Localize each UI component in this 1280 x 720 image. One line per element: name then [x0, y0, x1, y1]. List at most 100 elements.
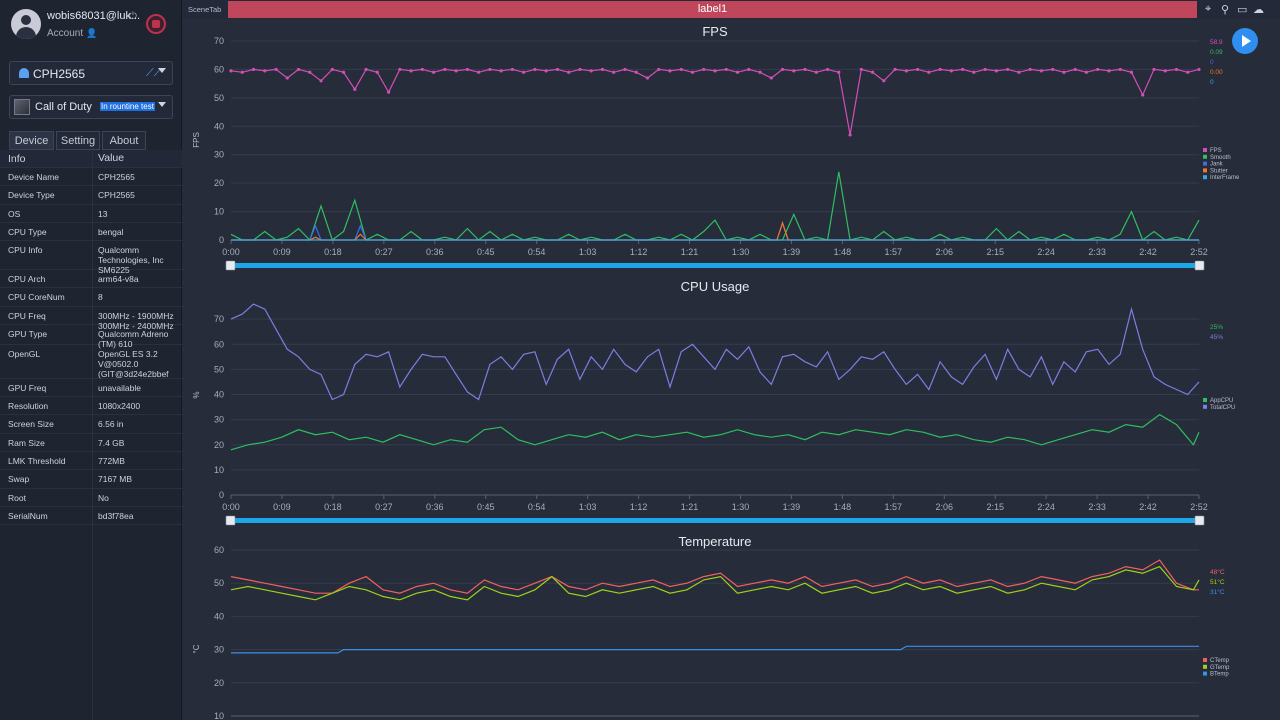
play-button[interactable]	[1232, 28, 1258, 54]
legend-entry: BTemp	[1210, 672, 1229, 678]
range-slider-bar	[227, 518, 1203, 523]
fps-point	[454, 69, 458, 73]
tab-setting[interactable]: Setting	[56, 131, 100, 150]
info-key: Device Type	[8, 190, 55, 201]
avatar[interactable]	[11, 9, 41, 39]
location-pin-icon[interactable]: ⌖	[1205, 3, 1212, 15]
x-tick-label: 1:30	[732, 247, 750, 257]
game-dropdown[interactable]: Call of Duty In rountine test	[9, 95, 173, 119]
y-tick-label: 60	[214, 545, 224, 555]
legend-swatch	[1203, 161, 1207, 166]
fps-point	[983, 67, 987, 72]
fps-point	[758, 70, 762, 74]
table-header: Info Value	[0, 150, 182, 168]
device-dropdown[interactable]: CPH2565 ⟋⟋	[9, 61, 173, 85]
info-key: Root	[8, 492, 26, 503]
y-tick-label: 10	[214, 711, 224, 720]
fps-point	[443, 67, 447, 72]
info-value: Qualcomm Adreno (TM) 610	[98, 329, 180, 349]
header-info: Info	[8, 153, 26, 165]
y-tick-label: 0	[219, 490, 224, 500]
range-slider-bar	[227, 263, 1203, 268]
info-value-line: unavailable	[98, 382, 142, 393]
info-key: CPU Type	[8, 226, 47, 237]
fps-point	[420, 67, 424, 72]
range-handle-right[interactable]	[1194, 515, 1205, 526]
x-tick-label: 0:54	[528, 502, 546, 512]
info-value-line: 7.4 GB	[98, 437, 125, 448]
fps-point	[893, 67, 897, 72]
info-key: CPU CoreNum	[8, 292, 65, 303]
chart-2: Temperature °C 10 20 30 40 50 60 48°C 51°C 31°C CTe…	[192, 534, 1230, 720]
x-tick-label: 2:06	[935, 247, 953, 257]
y-tick-label: 60	[214, 339, 224, 349]
current-value-jank: 0	[1210, 59, 1214, 66]
info-key: GPU Freq	[8, 382, 47, 393]
range-handle-right[interactable]	[1194, 260, 1205, 271]
info-value-line: CPH2565	[98, 190, 135, 201]
fps-point	[544, 69, 548, 73]
legend-swatch	[1203, 148, 1207, 152]
cloud-icon[interactable]: ☁	[1253, 4, 1264, 16]
tab-about[interactable]: About	[102, 131, 146, 150]
range-handle-left[interactable]	[225, 515, 236, 526]
fps-point	[870, 70, 875, 74]
fps-point	[578, 67, 582, 72]
info-value: 1080x2400	[98, 401, 180, 411]
table-row: OpenGL OpenGL ES 3.2 V@0502.0 (GIT@3d24e2bb…	[0, 345, 182, 379]
info-value-line: 6.56 in	[98, 419, 124, 430]
y-tick-label: 30	[214, 150, 224, 160]
fps-point	[1051, 67, 1055, 72]
fps-point	[308, 70, 312, 74]
fps-point	[825, 67, 830, 72]
folder-icon[interactable]: ▭	[1237, 4, 1248, 16]
x-tick-label: 1:48	[834, 247, 852, 257]
scene-tab[interactable]: SceneTab	[188, 5, 222, 14]
current-value-btemp: 31°C	[1210, 588, 1225, 596]
fps-point	[1186, 70, 1190, 74]
account-label[interactable]: Account	[47, 28, 84, 39]
top-bar: SceneTab label1 ⌖ ⚲ ▭ ☁	[182, 0, 1280, 19]
fps-point	[353, 87, 357, 91]
power-icon[interactable]: ⏻	[129, 11, 137, 22]
legend-swatch	[1203, 671, 1207, 676]
info-value: arm64-v8a	[98, 274, 180, 284]
legend-entry: AppCPU	[1210, 398, 1233, 404]
info-value-line: 300MHz - 2400MHz	[98, 320, 174, 331]
fps-point	[1073, 67, 1077, 72]
x-tick-label: 1:30	[732, 502, 750, 512]
fps-point	[1006, 67, 1010, 72]
fps-point	[803, 67, 807, 72]
y-axis-label: %	[192, 391, 201, 398]
android-icon	[19, 68, 29, 78]
table-row: LMK Threshold 772MB	[0, 452, 182, 471]
fps-point	[330, 67, 334, 72]
fps-point	[814, 70, 818, 74]
legend-entry: Smooth	[1210, 155, 1231, 161]
info-value: CPH2565	[98, 172, 180, 182]
info-key: Screen Size	[8, 419, 54, 430]
lightbulb-icon[interactable]: ⚲	[1221, 4, 1230, 16]
fps-point	[341, 70, 346, 74]
range-handle-left[interactable]	[225, 260, 236, 271]
chart-title: CPU Usage	[681, 279, 750, 294]
x-tick-label: 2:24	[1037, 247, 1055, 257]
stop-button[interactable]	[146, 14, 166, 34]
info-key: OpenGL	[8, 348, 41, 359]
info-value: 7167 MB	[98, 474, 180, 484]
table-row: GPU Type Qualcomm Adreno (TM) 610	[0, 325, 182, 349]
info-key: CPU Freq	[8, 310, 46, 321]
x-tick-label: 2:15	[986, 502, 1004, 512]
tab-device[interactable]: Device	[9, 131, 54, 150]
info-value-line: bengal	[98, 226, 124, 237]
info-value-line: OpenGL ES 3.2	[98, 348, 158, 359]
fps-point	[747, 67, 751, 72]
legend-swatch	[1203, 168, 1207, 173]
account-switch-icon[interactable]: 👤	[86, 28, 98, 38]
y-tick-label: 50	[214, 578, 224, 588]
table-row: CPU Arch arm64-v8a	[0, 270, 182, 289]
info-value-line: 7167 MB	[98, 474, 133, 485]
fps-point	[927, 70, 931, 74]
info-value: CPH2565	[98, 190, 180, 200]
info-key: CPU Arch	[8, 274, 46, 285]
